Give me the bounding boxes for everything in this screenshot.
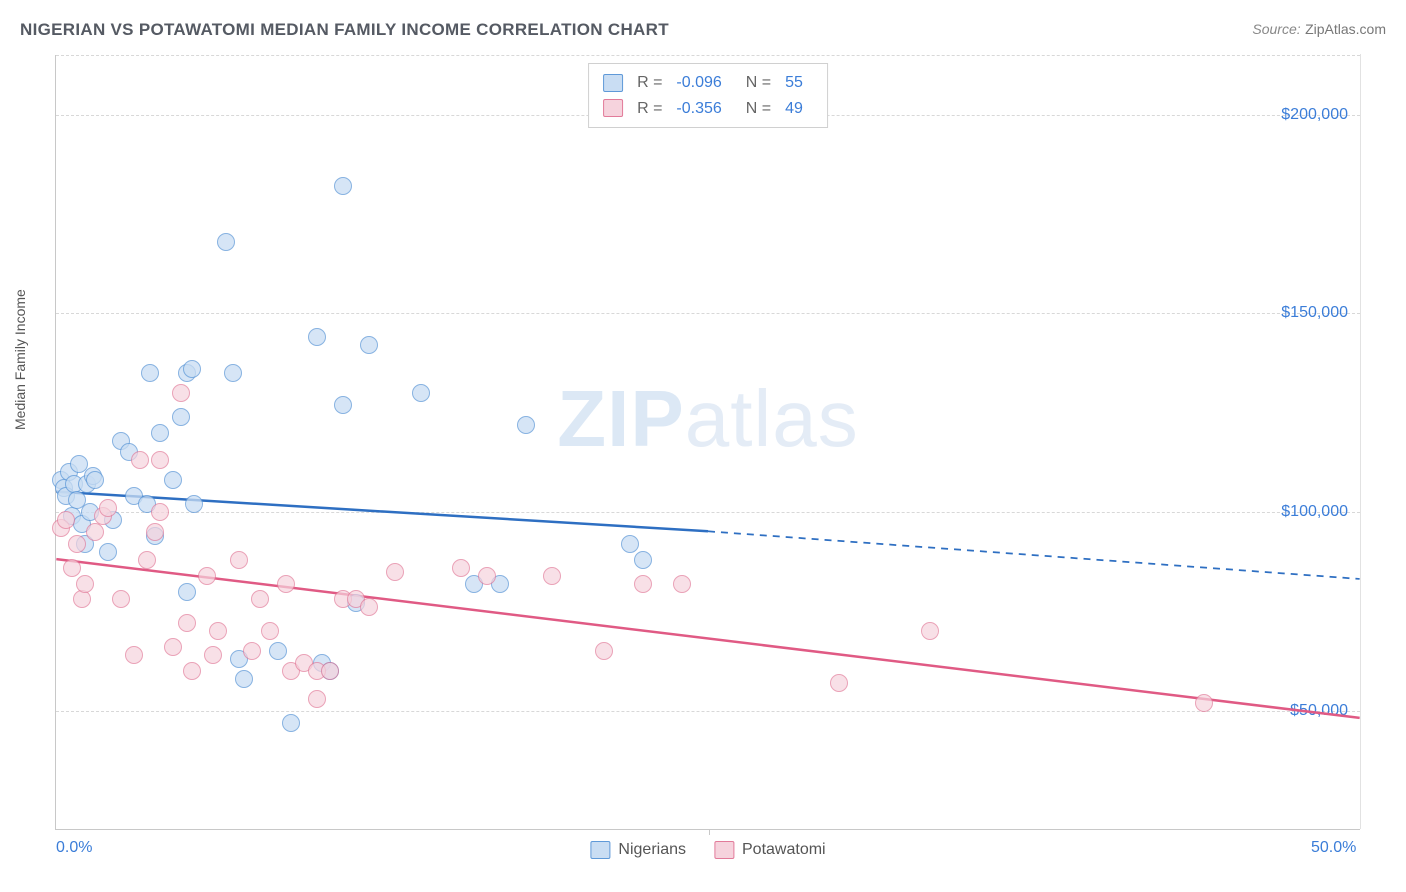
data-point <box>360 598 378 616</box>
data-point <box>543 567 561 585</box>
data-point <box>478 567 496 585</box>
y-axis-label: Median Family Income <box>12 289 28 430</box>
data-point <box>235 670 253 688</box>
data-point <box>99 543 117 561</box>
data-point <box>57 511 75 529</box>
data-point <box>141 364 159 382</box>
x-tick-label: 0.0% <box>56 839 92 857</box>
data-point <box>164 471 182 489</box>
stat-n-label: N = <box>746 96 771 122</box>
data-point <box>183 360 201 378</box>
source: Source: ZipAtlas.com <box>1252 21 1386 39</box>
data-point <box>183 662 201 680</box>
data-point <box>185 495 203 513</box>
data-point <box>269 642 287 660</box>
legend-series-name: Nigerians <box>618 841 686 859</box>
data-point <box>308 328 326 346</box>
data-point <box>621 535 639 553</box>
legend-stat-row: R = -0.356 N = 49 <box>603 96 813 122</box>
data-point <box>68 535 86 553</box>
data-point <box>452 559 470 577</box>
chart-area: ZIPatlas $50,000$100,000$150,000$200,000… <box>55 55 1360 830</box>
data-point <box>251 590 269 608</box>
data-point <box>86 523 104 541</box>
data-point <box>198 567 216 585</box>
legend-series-name: Potawatomi <box>742 841 826 859</box>
data-point <box>209 622 227 640</box>
source-name: ZipAtlas.com <box>1305 21 1386 37</box>
data-point <box>360 336 378 354</box>
legend-series: Nigerians Potawatomi <box>590 841 825 859</box>
data-point <box>595 642 613 660</box>
legend-swatch <box>590 841 610 859</box>
stat-r-label: R = <box>637 96 662 122</box>
data-point <box>178 614 196 632</box>
source-label: Source: <box>1252 21 1300 37</box>
data-point <box>673 575 691 593</box>
data-point <box>230 551 248 569</box>
data-point <box>125 646 143 664</box>
data-point <box>634 551 652 569</box>
trend-line-solid <box>56 559 1359 718</box>
x-tick-label: 50.0% <box>1311 839 1356 857</box>
legend-swatch <box>603 99 623 117</box>
stat-n-value: 49 <box>785 96 803 122</box>
stat-r-value: -0.356 <box>676 96 721 122</box>
data-point <box>178 583 196 601</box>
page-title: NIGERIAN VS POTAWATOMI MEDIAN FAMILY INC… <box>20 20 669 40</box>
data-point <box>634 575 652 593</box>
data-point <box>138 551 156 569</box>
stat-n-value: 55 <box>785 70 803 96</box>
data-point <box>172 408 190 426</box>
data-point <box>164 638 182 656</box>
data-point <box>261 622 279 640</box>
data-point <box>86 471 104 489</box>
trend-line-dashed <box>708 531 1360 579</box>
data-point <box>204 646 222 664</box>
data-point <box>334 396 352 414</box>
data-point <box>151 451 169 469</box>
data-point <box>277 575 295 593</box>
data-point <box>112 590 130 608</box>
data-point <box>308 690 326 708</box>
data-point <box>217 233 235 251</box>
legend-stats: R = -0.096 N = 55 R = -0.356 N = 49 <box>588 63 828 128</box>
data-point <box>243 642 261 660</box>
legend-swatch <box>603 74 623 92</box>
stat-r-label: R = <box>637 70 662 96</box>
legend-swatch <box>714 841 734 859</box>
right-edge <box>1360 54 1361 829</box>
stat-n-label: N = <box>746 70 771 96</box>
data-point <box>386 563 404 581</box>
data-point <box>1195 694 1213 712</box>
data-point <box>63 559 81 577</box>
data-point <box>131 451 149 469</box>
data-point <box>151 503 169 521</box>
stat-r-value: -0.096 <box>676 70 721 96</box>
data-point <box>224 364 242 382</box>
data-point <box>146 523 164 541</box>
data-point <box>172 384 190 402</box>
data-point <box>830 674 848 692</box>
data-point <box>334 177 352 195</box>
data-point <box>73 590 91 608</box>
legend-series-item: Nigerians <box>590 841 686 859</box>
legend-series-item: Potawatomi <box>714 841 826 859</box>
data-point <box>921 622 939 640</box>
data-point <box>321 662 339 680</box>
x-tick-mark <box>709 829 710 835</box>
data-point <box>282 714 300 732</box>
trend-lines <box>56 55 1360 829</box>
data-point <box>76 575 94 593</box>
data-point <box>517 416 535 434</box>
data-point <box>151 424 169 442</box>
data-point <box>99 499 117 517</box>
legend-stat-row: R = -0.096 N = 55 <box>603 70 813 96</box>
data-point <box>412 384 430 402</box>
